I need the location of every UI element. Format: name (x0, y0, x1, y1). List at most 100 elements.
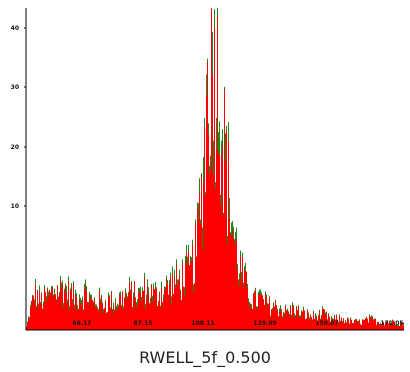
histogram-bar (360, 324, 361, 330)
histogram-bar (374, 319, 375, 330)
histogram-bar (102, 304, 103, 330)
histogram-bar (164, 290, 165, 330)
histogram-bar (86, 291, 87, 330)
histogram-bar (88, 305, 89, 330)
chart-caption: RWELL_5f_0.500 (139, 348, 271, 367)
histogram-bar (137, 304, 138, 330)
histogram-bar (100, 302, 101, 330)
histogram-bar (282, 318, 283, 330)
histogram-bar (163, 300, 164, 330)
histogram-bar (195, 224, 196, 330)
histogram-bar (190, 259, 191, 330)
histogram-bar (393, 321, 394, 330)
histogram-bar (192, 244, 193, 330)
histogram-bar (188, 251, 189, 330)
histogram-bar (35, 284, 36, 330)
histogram-bar (186, 252, 187, 330)
histogram-bar (124, 299, 125, 330)
histogram-bar (275, 300, 276, 330)
histogram-bar (87, 302, 88, 330)
histogram-bar (228, 141, 229, 330)
histogram-bar (236, 239, 237, 330)
histogram-bar (327, 319, 328, 330)
histogram-bar (136, 307, 137, 330)
histogram-bar (109, 297, 110, 330)
histogram-bar (376, 325, 377, 330)
histogram-bar (72, 303, 73, 330)
histogram-bar (330, 322, 331, 330)
histogram-bar (196, 257, 197, 330)
histogram-bar (29, 319, 30, 330)
histogram-bar (67, 303, 68, 330)
histogram-bar (140, 292, 141, 330)
histogram-bar (234, 239, 235, 330)
histogram-bar (300, 317, 301, 330)
histogram-bar (309, 319, 310, 330)
histogram-bar (229, 220, 230, 330)
histogram-bar (358, 322, 359, 330)
histogram-bar (230, 234, 231, 330)
histogram-bar (191, 262, 192, 330)
histogram-bar (397, 325, 398, 330)
histogram-bar (194, 284, 195, 330)
histogram-bar (162, 302, 163, 330)
histogram-bar (381, 325, 382, 330)
histogram-bar (41, 293, 42, 330)
histogram-bar (103, 312, 104, 330)
histogram-bar (390, 323, 391, 330)
histogram-bar (324, 309, 325, 330)
histogram-bar (311, 317, 312, 330)
histogram-bar (31, 302, 32, 330)
histogram-bar (364, 320, 365, 330)
histogram-bar (284, 315, 285, 330)
histogram-bar (339, 316, 340, 330)
histogram-bar (138, 293, 139, 330)
histogram-bar (110, 309, 111, 330)
histogram-bar (386, 322, 387, 330)
histogram-bar (115, 302, 116, 330)
histogram-bar (243, 286, 244, 330)
histogram-bar (292, 305, 293, 330)
histogram-bar (77, 310, 78, 330)
histogram-bar (322, 308, 323, 330)
histogram-bar (104, 308, 105, 330)
histogram-bar (382, 323, 383, 330)
histogram-bar (383, 323, 384, 330)
histogram-bar (289, 314, 290, 330)
histogram-bar (147, 285, 148, 330)
histogram-bar (264, 304, 265, 330)
histogram-bar (142, 291, 143, 330)
histogram-bar (193, 292, 194, 330)
histogram-bar (172, 273, 173, 330)
histogram-bar (385, 322, 386, 330)
histogram-bar (279, 312, 280, 330)
histogram-bar (217, 15, 218, 330)
x-tick-label: 129.09 (253, 320, 276, 327)
histogram-bar (207, 61, 208, 330)
histogram-bar (106, 313, 107, 330)
histogram-bar (235, 244, 236, 330)
histogram-bar (287, 310, 288, 330)
x-tick-label: 150.07 (315, 320, 338, 327)
histogram-bar (328, 314, 329, 330)
histogram-bar (332, 318, 333, 330)
histogram-bar (117, 307, 118, 330)
histogram-bar (34, 304, 35, 330)
histogram-bar (366, 317, 367, 330)
histogram-bar (66, 292, 67, 330)
histogram-bar (50, 293, 51, 330)
histogram-bar (333, 320, 334, 330)
histogram-bar (151, 285, 152, 330)
histogram-bar (79, 299, 80, 330)
histogram-bar (305, 319, 306, 330)
histogram-bar (302, 311, 303, 330)
histogram-bar (337, 320, 338, 330)
histogram-bar (278, 316, 279, 330)
histogram-bar (59, 293, 60, 330)
histogram-bar (202, 249, 203, 330)
histogram-bars (26, 8, 404, 331)
histogram-bar (262, 295, 263, 330)
histogram-bar (334, 316, 335, 330)
histogram-bar (237, 269, 238, 330)
histogram-bar (267, 306, 268, 330)
